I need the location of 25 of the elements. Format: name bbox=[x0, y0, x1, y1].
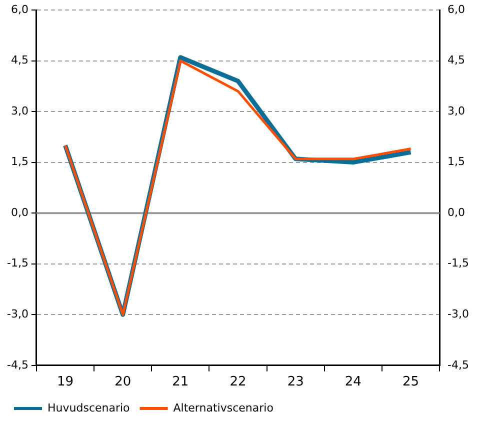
x-tick-label: 19 bbox=[56, 374, 74, 390]
x-tick-label: 23 bbox=[287, 374, 304, 390]
x-tick-label: 22 bbox=[230, 374, 246, 390]
y2-tick-label: -4,5 bbox=[448, 358, 470, 372]
y-tick-label: 1,5 bbox=[10, 155, 28, 168]
x-tick-label: 24 bbox=[344, 374, 362, 390]
y2-tick-label: 1,5 bbox=[448, 155, 466, 168]
legend-label: Huvudscenario bbox=[48, 401, 130, 414]
x-tick-label: 20 bbox=[114, 374, 132, 390]
y2-tick-label: 3,0 bbox=[448, 104, 466, 118]
y-tick-label: -1,5 bbox=[6, 256, 28, 270]
y-tick-label: 0,0 bbox=[10, 206, 28, 219]
y2-tick-label: 6,0 bbox=[448, 2, 466, 16]
x-tick-label: 25 bbox=[402, 374, 420, 390]
y2-tick-label: 0,0 bbox=[448, 206, 466, 219]
y-tick-label: 6,0 bbox=[10, 2, 28, 16]
y-tick-label: -4,5 bbox=[6, 358, 28, 372]
y2-tick-label: -3,0 bbox=[448, 307, 470, 320]
x-tick-label: 21 bbox=[172, 374, 189, 390]
y2-tick-label: 4,5 bbox=[448, 54, 466, 67]
y-tick-label: -3,0 bbox=[6, 307, 28, 320]
y2-tick-label: -1,5 bbox=[448, 256, 470, 270]
legend-label: Alternativscenario bbox=[173, 401, 274, 414]
y-tick-label: 3,0 bbox=[10, 104, 28, 118]
y-tick-label: 4,5 bbox=[10, 54, 28, 67]
